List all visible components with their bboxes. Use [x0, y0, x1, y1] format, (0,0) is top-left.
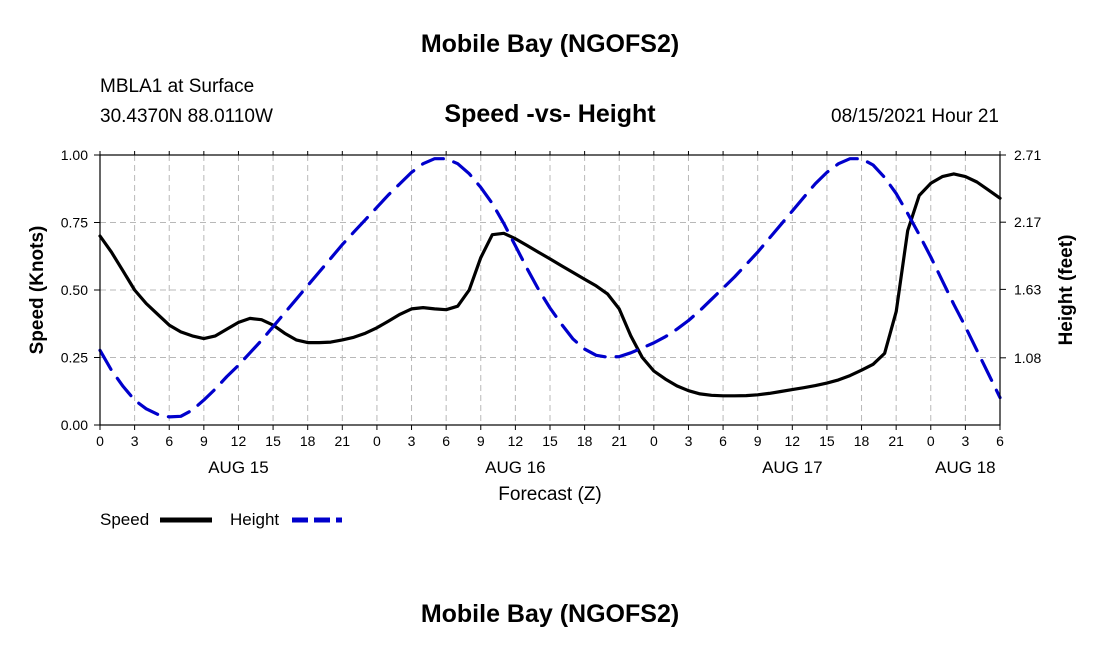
x-tick-label: 18 [300, 433, 316, 449]
y-tick-label-left: 0.50 [61, 282, 88, 298]
y-tick-label-left: 0.75 [61, 215, 88, 231]
y-tick-label-right: 2.17 [1014, 214, 1041, 230]
y-tick-label-right: 1.63 [1014, 281, 1041, 297]
series-line-speed [98, 172, 1002, 398]
x-day-label: AUG 17 [762, 458, 822, 477]
plot-frame [99, 154, 1001, 426]
x-tick-label: 6 [165, 433, 173, 449]
x-tick-label: 6 [442, 433, 450, 449]
x-tick-label: 6 [996, 433, 1004, 449]
x-tick-label: 18 [854, 433, 870, 449]
x-tick-label: 12 [508, 433, 524, 449]
legend-label-speed: Speed [100, 510, 149, 529]
y-axis-title-left: Speed (Knots) [27, 226, 48, 355]
x-tick-label: 15 [542, 433, 558, 449]
x-tick-label: 21 [335, 433, 351, 449]
x-tick-label: 9 [754, 433, 762, 449]
y-tick-label-left: 0.25 [61, 350, 88, 366]
chart-title: Mobile Bay (NGOFS2) [420, 30, 680, 58]
x-tick-label: 15 [819, 433, 835, 449]
x-tick-label: 0 [373, 433, 381, 449]
series-line-height [98, 157, 1002, 419]
y-tick-label-left: 0.00 [61, 417, 88, 433]
x-tick-label: 18 [577, 433, 593, 449]
station-coords: 30.4370N 88.0110W [100, 106, 273, 127]
x-day-label: AUG 16 [485, 458, 545, 477]
x-axis-title: Forecast (Z) [498, 484, 601, 505]
x-tick-label: 15 [265, 433, 281, 449]
x-tick-label: 3 [685, 433, 693, 449]
x-tick-label: 12 [785, 433, 801, 449]
x-tick-label: 21 [611, 433, 627, 449]
x-day-label: AUG 15 [208, 458, 268, 477]
x-tick-label: 3 [408, 433, 416, 449]
x-tick-label: 0 [927, 433, 935, 449]
footer-title: Mobile Bay (NGOFS2) [420, 600, 680, 628]
y-tick-label-right: 1.08 [1014, 350, 1041, 366]
x-day-label: AUG 18 [935, 458, 995, 477]
y-tick-label-left: 1.00 [61, 147, 88, 163]
y-axis-title-right: Height (feet) [1056, 235, 1077, 346]
forecast-datetime: 08/15/2021 Hour 21 [831, 106, 999, 127]
x-tick-label: 3 [961, 433, 969, 449]
x-tick-label: 9 [200, 433, 208, 449]
x-tick-label: 9 [477, 433, 485, 449]
legend-label-height: Height [230, 510, 279, 529]
x-tick-label: 0 [650, 433, 658, 449]
y-tick-label-right: 2.71 [1014, 147, 1041, 163]
x-tick-label: 21 [888, 433, 904, 449]
x-tick-label: 12 [231, 433, 247, 449]
x-tick-label: 0 [96, 433, 104, 449]
x-tick-label: 6 [719, 433, 727, 449]
x-tick-label: 3 [131, 433, 139, 449]
chart-subtitle: Speed -vs- Height [444, 100, 656, 128]
station-label: MBLA1 at Surface [100, 76, 255, 97]
